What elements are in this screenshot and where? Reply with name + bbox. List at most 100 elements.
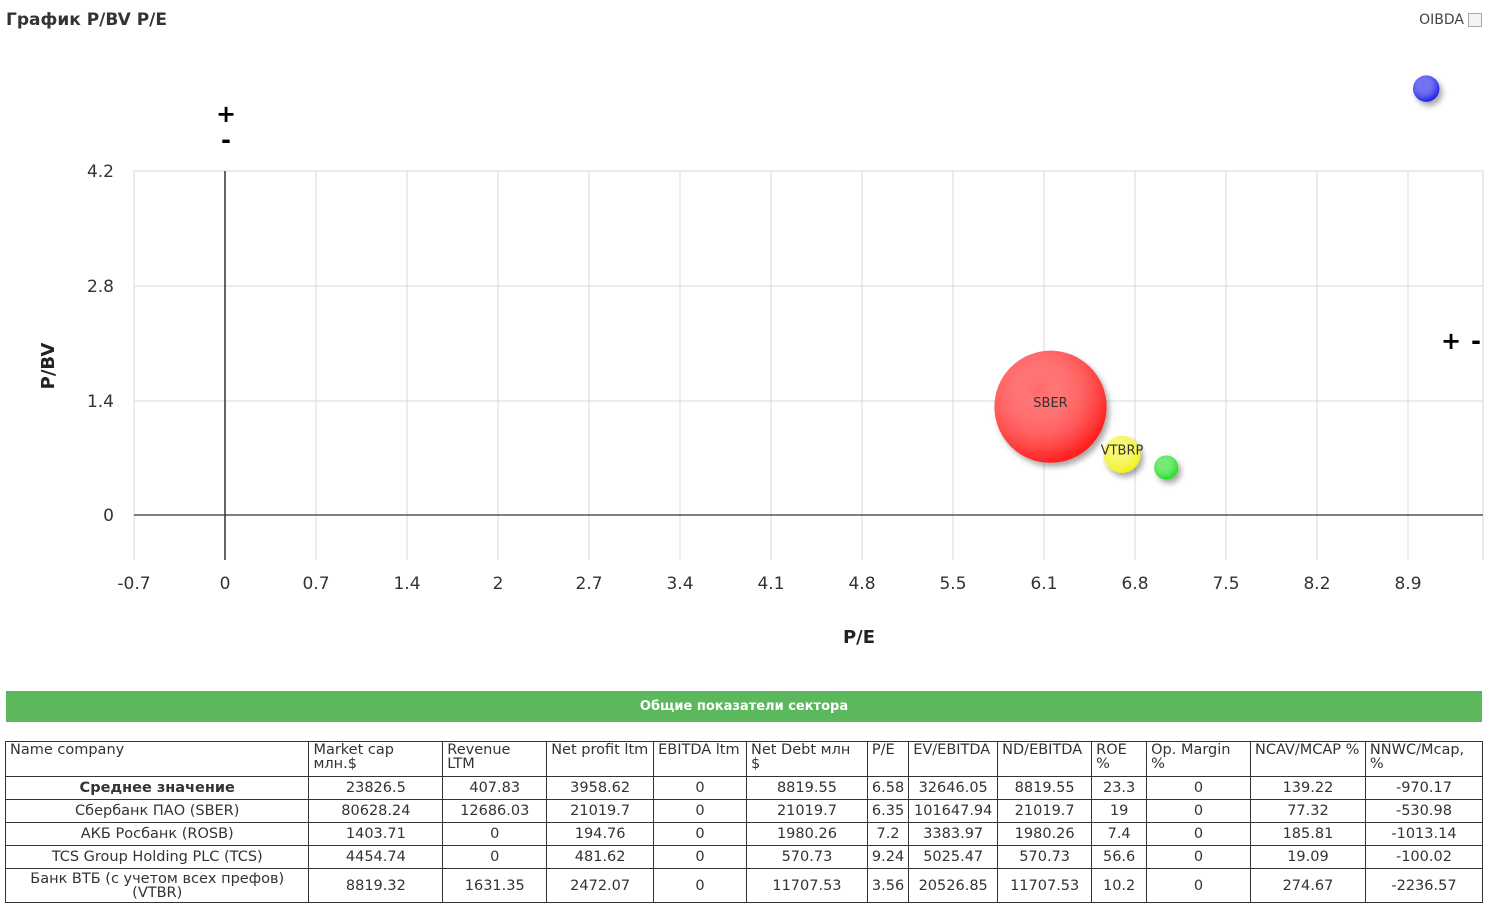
table-cell: -2236.57 [1364,868,1484,903]
bubble-shine [1103,435,1141,473]
x-tick-label: 5.5 [939,574,966,594]
chart-axes: -0.7 0 0.7 1.4 2 2.7 3.4 4.1 4.8 5.5 6.1 6.8 7.5 8.2 8… [87,162,1483,594]
table-cell: 21019.7 [746,799,868,823]
column-header[interactable]: P/E [866,741,910,777]
chart-grid [133,170,1484,560]
table-cell: 1980.26 [746,822,868,846]
x-axis-label: P/E [843,627,875,648]
sector-table: Name company Market cap млн.$ Revenue LTM N… [4,741,1484,903]
x-tick-label: 8.2 [1303,574,1330,594]
table-cell: 23.3 [1091,776,1148,800]
table-cell: -100.02 [1364,845,1484,869]
table-cell: 21019.7 [546,799,655,823]
table-cell: 194.76 [546,822,655,846]
table-cell: 1980.26 [997,822,1093,846]
company-name-cell: TCS Group Holding PLC (TCS) [4,845,310,869]
table-cell: 570.73 [746,845,868,869]
table-cell: 2472.07 [546,868,655,903]
table-cell: 3958.62 [546,776,655,800]
table-cell: 23826.5 [308,776,444,800]
table-cell: 6.58 [866,776,910,800]
quadrant-minus-top: - [221,126,231,154]
oibda-toggle[interactable]: OIBDA [1419,12,1482,28]
table-cell: -1013.14 [1364,822,1484,846]
x-tick-label: 4.1 [757,574,784,594]
y-tick-label: 0 [103,506,114,526]
table-cell: 19 [1091,799,1148,823]
table-cell: 9.24 [866,845,910,869]
table-row: Среднее значение 23826.5 407.83 3958.62 0 881… [4,776,1484,800]
bubble-label: SBER [1033,396,1067,411]
chart-bubbles: SBER VTBRP [994,75,1440,480]
company-name-cell: АКБ Росбанк (ROSB) [4,822,310,846]
x-tick-label: 3.4 [666,574,693,594]
table-cell: 19.09 [1249,845,1366,869]
table-cell: 6.35 [866,799,910,823]
table-cell: 0 [1146,799,1251,823]
table-cell: 0 [1146,822,1251,846]
table-cell: 7.4 [1091,822,1148,846]
table-cell: 21019.7 [997,799,1093,823]
column-header[interactable]: Op. Margin % [1146,741,1251,777]
bubble-shine [1154,455,1179,480]
quadrant-minus-right: - [1471,327,1481,355]
table-row: Банк ВТБ (с учетом всех префов) (VTBR) 88… [4,868,1484,903]
table-cell: 10.2 [1091,868,1148,903]
table-cell: 0 [1146,776,1251,800]
table-row: TCS Group Holding PLC (TCS) 4454.74 0 481.6… [4,845,1484,869]
page-title: График P/BV P/E [6,10,168,30]
x-tick-label: 7.5 [1212,574,1239,594]
table-cell: 12686.03 [442,799,548,823]
column-header[interactable]: NCAV/MCAP % [1249,741,1366,777]
oibda-checkbox[interactable] [1468,13,1482,27]
table-header-row: Name company Market cap млн.$ Revenue LTM N… [4,741,1484,777]
x-tick-label: 0 [220,574,231,594]
pbv-pe-chart: -0.7 0 0.7 1.4 2 2.7 3.4 4.1 4.8 5.5 6.1 6.8 7.5 8.2 8… [38,75,1484,648]
x-tick-label: 4.8 [848,574,875,594]
x-tick-label: 8.9 [1394,574,1421,594]
table-cell: 8819.32 [308,868,444,903]
x-tick-label: 0.7 [302,574,329,594]
x-tick-label: 6.8 [1121,574,1148,594]
table-cell: 32646.05 [908,776,999,800]
company-name-cell: Среднее значение [4,776,310,800]
y-tick-label: 2.8 [87,277,114,297]
column-header[interactable]: ROE % [1091,741,1148,777]
oibda-label: OIBDA [1419,12,1464,28]
table-cell: 1403.71 [308,822,444,846]
column-header[interactable]: EV/EBITDA [908,741,999,777]
table-cell: 11707.53 [746,868,868,903]
column-header[interactable]: Name company [4,741,310,777]
table-cell: 139.22 [1249,776,1366,800]
table-cell: 0 [1146,845,1251,869]
table-row: АКБ Росбанк (ROSB) 1403.71 0 194.76 0 1980.26… [4,822,1484,846]
table-cell: 3383.97 [908,822,999,846]
column-header[interactable]: Market cap млн.$ [308,741,444,777]
column-header[interactable]: EBITDA ltm [653,741,747,777]
table-cell: 0 [442,822,548,846]
table-body: Среднее значение 23826.5 407.83 3958.62 0 881… [4,776,1484,903]
table-cell: 80628.24 [308,799,444,823]
company-name-cell: Банк ВТБ (с учетом всех префов) (VTBR) [4,868,310,903]
column-header[interactable]: Net Debt млн $ [746,741,868,777]
x-tick-label: 6.1 [1030,574,1057,594]
y-tick-label: 1.4 [87,392,114,412]
table-cell: 1631.35 [442,868,548,903]
table-cell: 0 [653,845,747,869]
column-header[interactable]: Net profit ltm [546,741,655,777]
y-tick-label: 4.2 [87,162,114,182]
column-header[interactable]: ND/EBITDA [997,741,1093,777]
table-cell: -970.17 [1364,776,1484,800]
table-cell: 0 [653,868,747,903]
table-cell: 481.62 [546,845,655,869]
table-cell: 4454.74 [308,845,444,869]
x-tick-label: 2 [493,574,504,594]
column-header[interactable]: NNWC/Mcap, % [1364,741,1484,777]
column-header[interactable]: Revenue LTM [442,741,548,777]
table-cell: 11707.53 [997,868,1093,903]
x-tick-label: 2.7 [575,574,602,594]
table-cell: 56.6 [1091,845,1148,869]
table-cell: 407.83 [442,776,548,800]
table-cell: 77.32 [1249,799,1366,823]
table-cell: 570.73 [997,845,1093,869]
